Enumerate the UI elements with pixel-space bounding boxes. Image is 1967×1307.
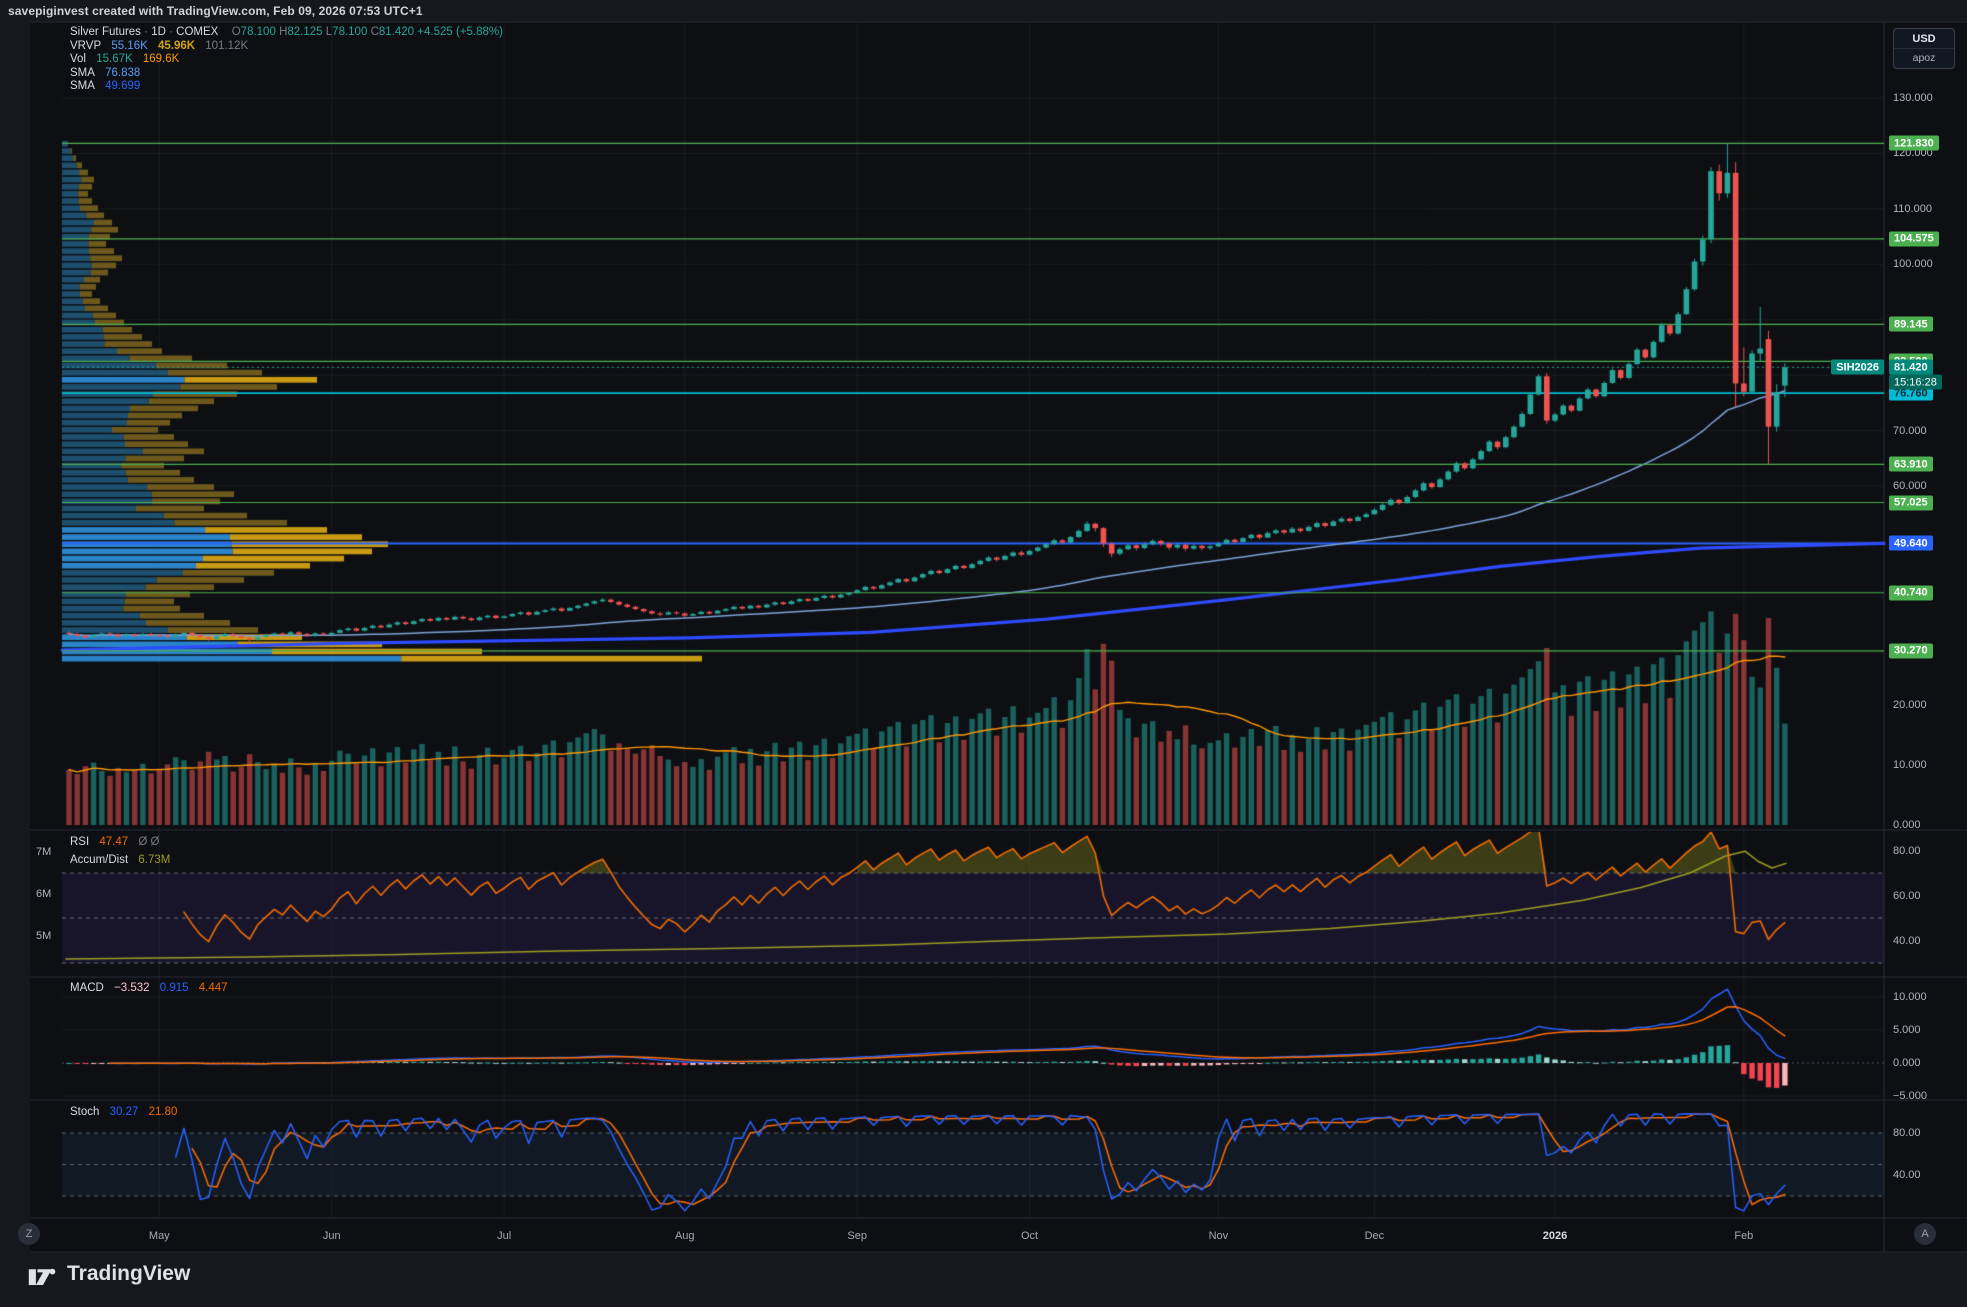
stoch-k-value: 30.27 <box>109 1106 139 1118</box>
price-axis-unit-box[interactable]: USD apoz <box>1893 28 1955 69</box>
time-tick-sep[interactable]: Sep <box>847 1230 867 1242</box>
macd-tick: 5.000 <box>1893 1024 1921 1036</box>
macd-legend[interactable]: MACD −3.532 0.915 4.447 <box>70 982 228 994</box>
rsi-legend[interactable]: RSI 47.47 Ø Ø <box>70 836 160 848</box>
accum-dist-tick: 7M <box>36 846 52 858</box>
time-tick-dec[interactable]: Dec <box>1364 1230 1385 1242</box>
tradingview-footer[interactable]: TradingView <box>28 1261 190 1287</box>
current-price-tag[interactable]: 81.420 <box>1889 359 1933 375</box>
level-price-tag[interactable]: 89.145 <box>1889 316 1933 332</box>
volume-legend-row[interactable]: Vol 15.67K 169.6K <box>70 53 180 65</box>
accum-dist-value: 6.73M <box>138 854 171 866</box>
time-tick-may[interactable]: May <box>148 1230 170 1242</box>
macd-hist-value: −3.532 <box>114 982 150 994</box>
level-price-tag[interactable]: 63.910 <box>1889 456 1933 472</box>
auto-scale-badge[interactable]: A <box>1914 1223 1936 1245</box>
currency-label: USD <box>1912 33 1936 45</box>
stoch-legend[interactable]: Stoch 30.27 21.80 <box>70 1106 178 1118</box>
symbol-title[interactable]: Silver Futures <box>70 26 141 38</box>
level-price-tag[interactable]: 104.575 <box>1889 231 1939 247</box>
change-value: +4.525 (+5.88%) <box>417 26 503 38</box>
level-price-tag[interactable]: 57.025 <box>1889 495 1933 510</box>
price-tick: 130.000 <box>1893 92 1933 104</box>
rsi-extra: Ø Ø <box>138 836 160 848</box>
attribution-text: savepiginvest created with TradingView.c… <box>8 4 423 18</box>
time-tick-2026[interactable]: 2026 <box>1542 1230 1568 1242</box>
time-tick-jul[interactable]: Jul <box>497 1230 512 1242</box>
stoch-tick: 80.00 <box>1893 1127 1921 1139</box>
macd-tick: 0.000 <box>1893 1057 1921 1069</box>
sma-fast-value: 76.838 <box>105 66 141 79</box>
symbol-legend-row[interactable]: Silver Futures · 1D · COMEX O78.100 H82.… <box>70 26 503 38</box>
vrvp-value-1: 55.16K <box>111 39 148 52</box>
low-value: 78.100 <box>332 26 368 38</box>
volume-tick: 20.000 <box>1893 699 1927 711</box>
accum-dist-tick: 5M <box>36 930 52 942</box>
unit-label: apoz <box>1894 48 1954 68</box>
price-tick: 100.000 <box>1893 258 1933 271</box>
price-tick: 70.000 <box>1893 424 1927 437</box>
macd-line-value: 0.915 <box>159 982 189 994</box>
volume-tick: 10.000 <box>1893 759 1927 771</box>
level-price-tag[interactable]: 121.830 <box>1889 135 1939 151</box>
interval-label[interactable]: 1D <box>151 26 166 38</box>
stoch-d-value: 21.80 <box>148 1106 178 1118</box>
tradingview-wordmark: TradingView <box>67 1262 191 1285</box>
sma-fast-legend-row[interactable]: SMA 76.838 <box>70 66 141 79</box>
volume-tick: 0.000 <box>1893 819 1921 831</box>
accum-dist-tick: 6M <box>36 888 52 900</box>
rsi-tick: 60.00 <box>1893 889 1921 902</box>
tradingview-logo-icon <box>28 1268 56 1286</box>
time-tick-aug[interactable]: Aug <box>674 1230 695 1242</box>
close-value: 81.420 <box>378 26 415 38</box>
timezone-badge[interactable]: Z <box>18 1223 40 1245</box>
macd-tick: 10.000 <box>1893 991 1927 1003</box>
price-tick: 60.000 <box>1893 480 1927 492</box>
high-value: 82.125 <box>287 26 323 38</box>
rsi-tick: 40.00 <box>1893 934 1921 947</box>
stoch-tick: 40.00 <box>1893 1169 1921 1181</box>
macd-tick: −5.000 <box>1893 1090 1927 1102</box>
time-tick-nov[interactable]: Nov <box>1208 1230 1229 1242</box>
vrvp-legend-row[interactable]: VRVP 55.16K 45.96K 101.12K <box>70 39 249 52</box>
time-tick-oct[interactable]: Oct <box>1021 1230 1039 1242</box>
accum-dist-legend[interactable]: Accum/Dist 6.73M <box>70 854 171 866</box>
open-value: 78.100 <box>240 26 276 38</box>
rsi-tick: 80.00 <box>1893 844 1921 857</box>
symbol-name-tag[interactable]: SIH2026 <box>1831 359 1884 375</box>
volume-value: 15.67K <box>96 53 133 65</box>
main-legend: Silver Futures · 1D · COMEX O78.100 H82.… <box>70 26 503 94</box>
time-tick-jun[interactable]: Jun <box>322 1230 341 1242</box>
volume-ma-value: 169.6K <box>142 53 180 65</box>
vrvp-value-3: 101.12K <box>205 39 249 52</box>
level-price-tag[interactable]: 30.270 <box>1889 643 1933 659</box>
sma-slow-price-tag[interactable]: 49.640 <box>1889 535 1933 551</box>
level-price-tag[interactable]: 40.740 <box>1889 585 1933 601</box>
time-tick-feb[interactable]: Feb <box>1734 1230 1754 1242</box>
sma-slow-legend-row[interactable]: SMA 49.699 <box>70 80 141 92</box>
sma-slow-value: 49.699 <box>105 80 141 92</box>
macd-signal-value: 4.447 <box>198 982 228 994</box>
rsi-value: 47.47 <box>99 836 129 848</box>
exchange-label: COMEX <box>176 26 219 38</box>
price-tick: 110.000 <box>1893 202 1932 215</box>
bar-countdown-tag: 15:16:28 <box>1889 374 1942 390</box>
vrvp-value-2: 45.96K <box>157 39 196 52</box>
